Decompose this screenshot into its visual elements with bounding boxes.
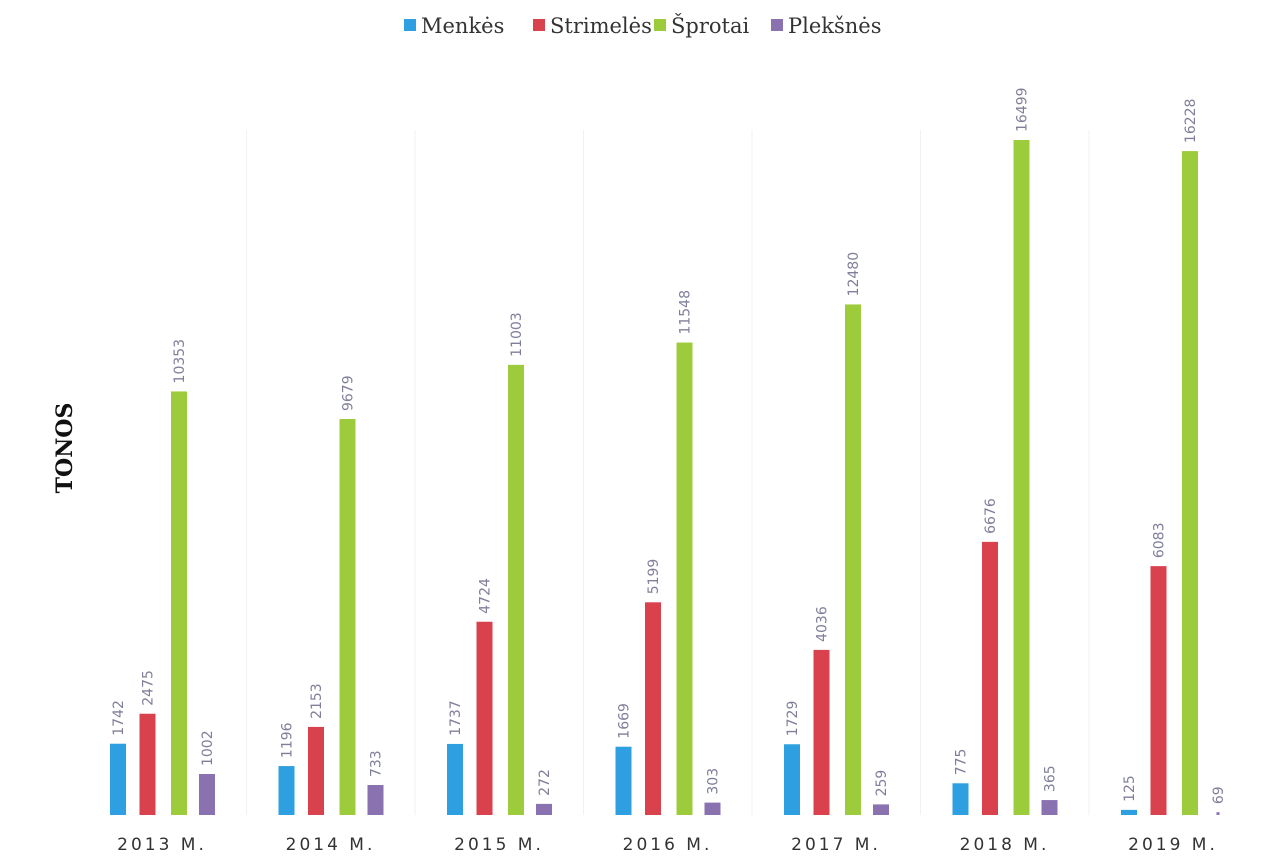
data-label: 11003 — [509, 312, 525, 357]
legend: Menkės Strimelės Šprotai Plekšnės — [404, 13, 882, 38]
legend-swatch-3 — [654, 19, 666, 31]
bar — [1182, 151, 1198, 815]
data-label: 2153 — [309, 683, 325, 719]
data-label: 775 — [954, 749, 970, 776]
category-label: 2017 M. — [791, 835, 881, 855]
legend-label-2: Strimelės — [550, 14, 652, 38]
data-label: 1729 — [785, 701, 801, 737]
data-label: 1002 — [200, 730, 216, 766]
data-label: 12480 — [846, 252, 862, 297]
bar — [1121, 809, 1137, 815]
bar — [339, 419, 356, 815]
bar — [278, 766, 295, 815]
bar — [982, 541, 998, 815]
value-labels: 1742 2475 10353 1002 1196 2153 9679 733 1737 4724… — [111, 87, 1227, 804]
data-label: 16499 — [1015, 87, 1031, 132]
data-label: 4036 — [815, 606, 831, 642]
legend-label-1: Menkės — [421, 14, 504, 38]
category-label: 2014 M. — [286, 835, 376, 855]
bar — [308, 726, 324, 815]
y-axis-label: TONOS — [52, 403, 78, 494]
bar — [873, 804, 889, 815]
bar — [1041, 800, 1058, 815]
bar — [813, 649, 830, 815]
data-label: 1737 — [448, 700, 464, 736]
data-label: 259 — [874, 770, 890, 797]
data-label: 9679 — [341, 375, 357, 411]
bar — [367, 785, 384, 815]
data-label: 272 — [537, 769, 553, 796]
data-label: 1196 — [280, 722, 296, 758]
bar — [1150, 566, 1167, 815]
legend-label-3: Šprotai — [671, 13, 749, 38]
bar — [704, 802, 721, 815]
data-label: 4724 — [478, 578, 494, 614]
legend-swatch-1 — [404, 19, 416, 31]
data-label: 1742 — [111, 700, 127, 736]
bar — [139, 713, 156, 815]
bar — [1013, 140, 1030, 815]
data-label: 2475 — [141, 670, 157, 706]
data-label: 6676 — [983, 498, 999, 534]
data-label: 11548 — [678, 290, 694, 335]
bar — [952, 783, 969, 815]
data-label: 303 — [706, 768, 722, 795]
data-label: 1669 — [617, 703, 633, 739]
category-label: 2013 M. — [117, 835, 207, 855]
data-label: 69 — [1211, 786, 1227, 804]
category-labels: 2013 M. 2014 M. 2015 M. 2016 M. 2017 M. 2018 … — [117, 835, 1218, 855]
data-label: 733 — [369, 750, 385, 777]
bar — [476, 621, 493, 815]
bar — [199, 774, 215, 815]
data-label: 5199 — [646, 559, 662, 595]
bar — [171, 391, 187, 815]
bar — [784, 744, 800, 815]
bar — [615, 746, 632, 815]
bars — [110, 140, 1220, 815]
bar — [845, 304, 861, 815]
legend-swatch-2 — [533, 19, 545, 31]
data-label: 365 — [1043, 765, 1059, 792]
legend-label-4: Plekšnės — [788, 14, 882, 38]
bar — [110, 743, 126, 815]
data-label: 125 — [1122, 775, 1138, 802]
category-label: 2019 M. — [1128, 835, 1218, 855]
bar — [447, 743, 463, 815]
legend-swatch-4 — [771, 19, 783, 31]
category-label: 2016 M. — [623, 835, 713, 855]
bar — [536, 803, 552, 815]
data-label: 16228 — [1183, 99, 1199, 144]
data-label: 10353 — [172, 339, 188, 384]
group-separators — [246, 130, 1090, 815]
category-label: 2018 M. — [960, 835, 1050, 855]
bar — [508, 364, 524, 815]
bar — [1216, 812, 1220, 815]
data-label: 6083 — [1152, 522, 1168, 558]
bar — [676, 342, 693, 815]
category-label: 2015 M. — [454, 835, 544, 855]
bar — [645, 602, 661, 815]
